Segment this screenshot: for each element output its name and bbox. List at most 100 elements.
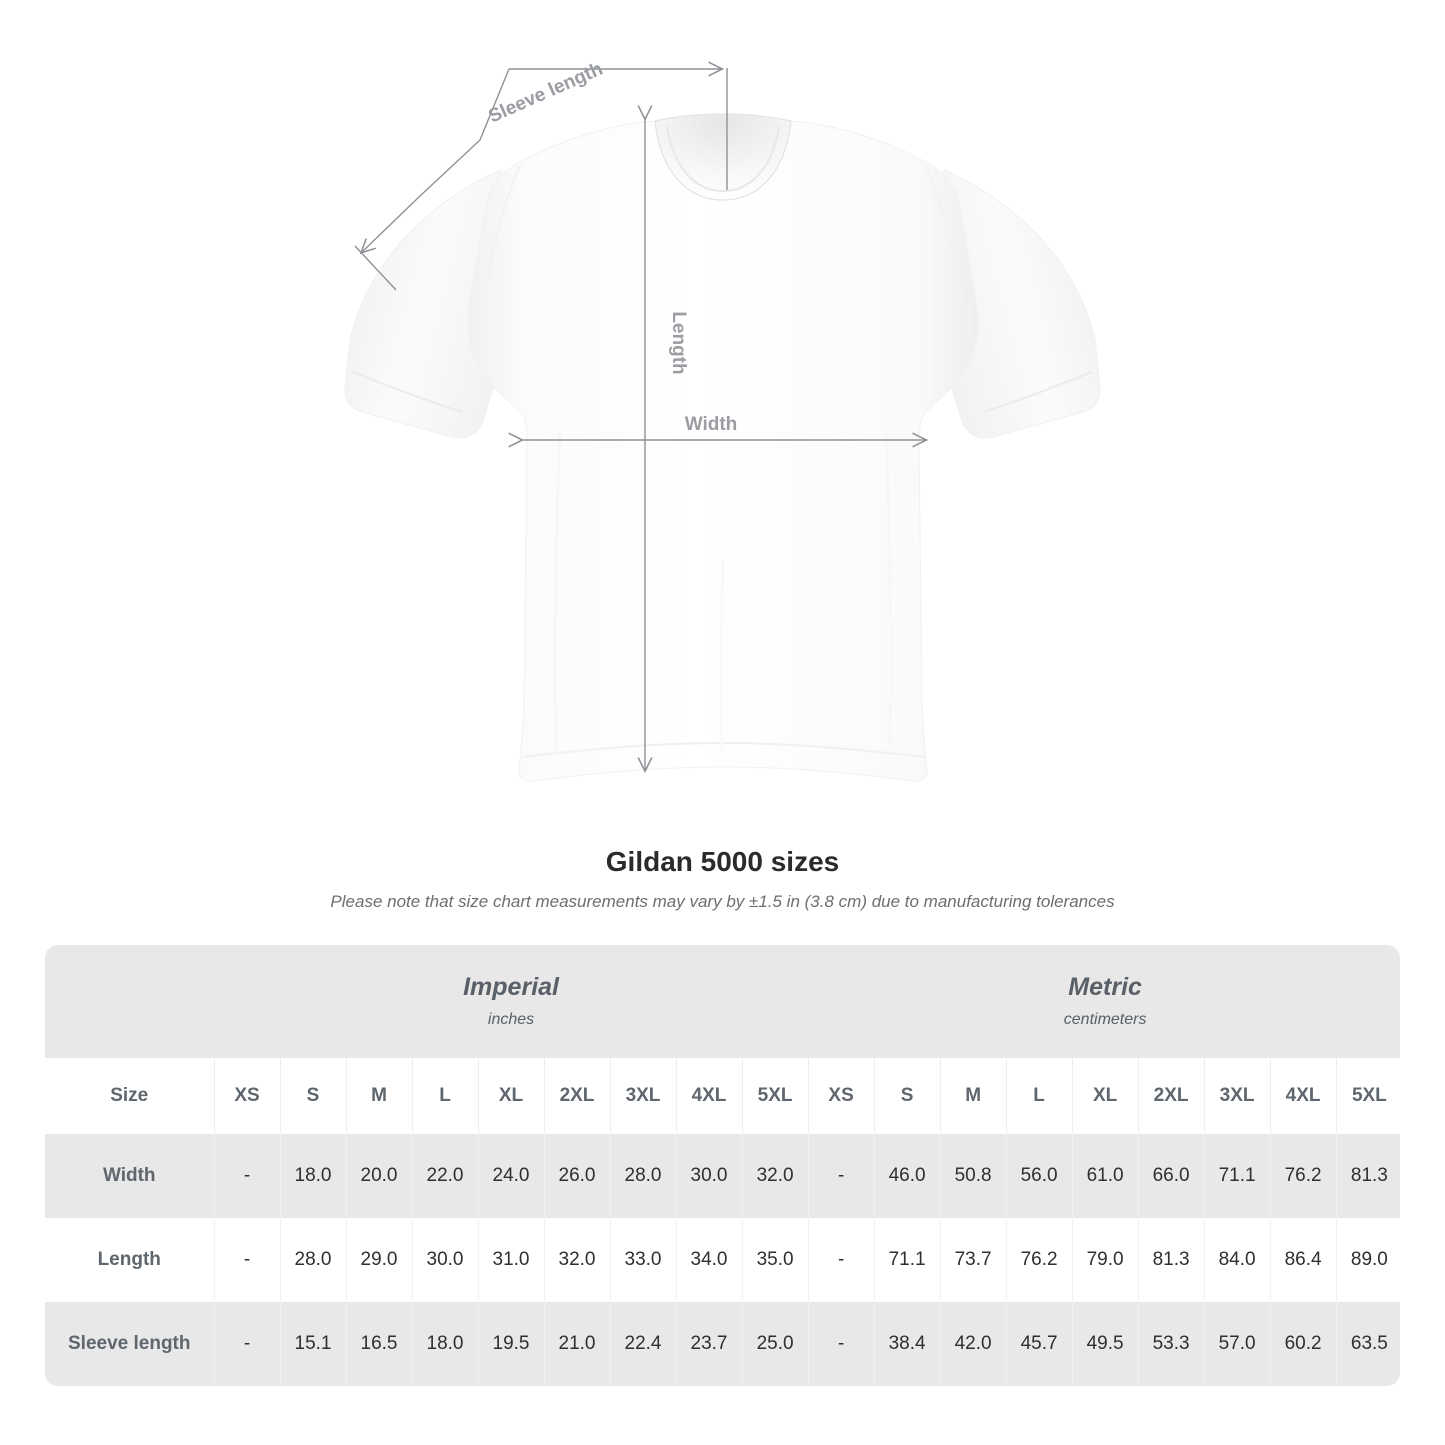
tshirt-silhouette — [344, 113, 1101, 782]
collar-rib — [666, 125, 780, 193]
size-header-row: Size XS S M L XL 2XL 3XL 4XL 5XL XS S M L XL 2XL 3XL 4XL… — [45, 1058, 1400, 1134]
cell-sleeve-length-imperial-xl: 19.5 — [477, 1302, 544, 1386]
fold-right — [884, 429, 893, 751]
cell-sleeve-length-metric-3xl: 57.0 — [1203, 1302, 1271, 1386]
cell-length-imperial-xs: - — [213, 1218, 280, 1302]
cell-sleeve-length-metric-xs: - — [807, 1302, 875, 1386]
unit-group-metric: Metric centimeters — [808, 945, 1400, 1058]
unit-band-row: Imperial inches Metric centimeters — [45, 945, 1400, 1058]
unit-group-metric-sub: centimeters — [1063, 1011, 1147, 1028]
cell-length-metric-xs: - — [807, 1218, 875, 1302]
cell-width-imperial-4xl: 30.0 — [675, 1134, 742, 1218]
cell-width-metric-2xl: 66.0 — [1137, 1134, 1205, 1218]
size-header-cell-imperial-5xl: 5XL — [741, 1058, 809, 1134]
right-shoulder-seam — [925, 165, 963, 301]
fold-left — [553, 429, 562, 751]
cell-width-metric-xl: 61.0 — [1071, 1134, 1139, 1218]
cell-length-imperial-4xl: 34.0 — [675, 1218, 742, 1302]
cell-length-imperial-l: 30.0 — [411, 1218, 478, 1302]
cell-length-metric-l: 76.2 — [1005, 1218, 1073, 1302]
size-header-cell-imperial-s: S — [279, 1058, 346, 1134]
cell-length-imperial-5xl: 35.0 — [741, 1218, 809, 1302]
cell-width-metric-s: 46.0 — [873, 1134, 941, 1218]
page-title: Gildan 5000 sizes — [605, 846, 840, 877]
length-label: Length — [668, 311, 689, 374]
cell-width-metric-m: 50.8 — [939, 1134, 1007, 1218]
cell-sleeve-length-metric-xl: 49.5 — [1071, 1302, 1139, 1386]
right-sleeve — [924, 169, 1101, 439]
cell-width-imperial-xs: - — [213, 1134, 280, 1218]
cell-sleeve-length-imperial-xs: - — [213, 1302, 280, 1386]
sleeve-end-tick — [354, 245, 397, 291]
cell-sleeve-length-imperial-m: 16.5 — [345, 1302, 412, 1386]
cell-width-imperial-2xl: 26.0 — [543, 1134, 610, 1218]
size-header-cell-imperial-3xl: 3XL — [609, 1058, 676, 1134]
left-sleeve — [344, 169, 521, 439]
size-header-cell-metric-l: L — [1005, 1058, 1073, 1134]
heading-block: Gildan 5000 sizes Please note that size … — [0, 845, 1445, 913]
cell-width-metric-5xl: 81.3 — [1335, 1134, 1400, 1218]
cell-length-imperial-3xl: 33.0 — [609, 1218, 676, 1302]
cell-width-imperial-5xl: 32.0 — [741, 1134, 809, 1218]
cell-length-metric-2xl: 81.3 — [1137, 1218, 1205, 1302]
tshirt-diagram: Sleeve length Length Width — [344, 58, 1101, 782]
size-header-cell-metric-3xl: 3XL — [1203, 1058, 1271, 1134]
size-header-cell-imperial-m: M — [345, 1058, 412, 1134]
unit-group-imperial: Imperial inches — [214, 945, 809, 1058]
unit-group-imperial-sub: inches — [487, 1011, 535, 1028]
cell-width-imperial-s: 18.0 — [279, 1134, 346, 1218]
size-header-label: Size — [45, 1058, 214, 1134]
cell-length-metric-m: 73.7 — [939, 1218, 1007, 1302]
cell-sleeve-length-metric-l: 45.7 — [1005, 1302, 1073, 1386]
cell-length-imperial-2xl: 32.0 — [543, 1218, 610, 1302]
size-header-cell-imperial-l: L — [411, 1058, 478, 1134]
cell-sleeve-length-imperial-5xl: 25.0 — [741, 1302, 809, 1386]
unit-group-metric-name: Metric — [1068, 973, 1142, 1001]
table-row: Length -28.0 29.0 30.0 31.0 32.0 33.0 34.0 35.0-… — [45, 1218, 1400, 1302]
size-header-cell-imperial-xl: XL — [477, 1058, 544, 1134]
row-label-width: Width — [45, 1134, 214, 1218]
cell-sleeve-length-imperial-4xl: 23.7 — [675, 1302, 742, 1386]
cell-width-imperial-m: 20.0 — [345, 1134, 412, 1218]
row-label-sleeve-length: Sleeve length — [45, 1302, 214, 1386]
size-header-cell-metric-xl: XL — [1071, 1058, 1139, 1134]
cell-width-metric-l: 56.0 — [1005, 1134, 1073, 1218]
unit-group-imperial-name: Imperial — [463, 973, 559, 1001]
size-chart-table: Imperial inches Metric centimeters Size … — [45, 945, 1400, 1386]
size-header-cell-metric-4xl: 4XL — [1269, 1058, 1337, 1134]
width-label: Width — [685, 414, 738, 435]
size-header-cell-imperial-2xl: 2XL — [543, 1058, 610, 1134]
cell-length-metric-4xl: 86.4 — [1269, 1218, 1337, 1302]
cell-sleeve-length-metric-4xl: 60.2 — [1269, 1302, 1337, 1386]
cell-width-imperial-3xl: 28.0 — [609, 1134, 676, 1218]
table-row: Width -18.0 20.0 22.0 24.0 26.0 28.0 30.0 32.0-4… — [45, 1134, 1400, 1218]
size-header-cell-metric-2xl: 2XL — [1137, 1058, 1205, 1134]
sleeve-arrow-diagonal — [362, 68, 510, 252]
left-shoulder-seam — [483, 165, 521, 301]
cell-length-imperial-s: 28.0 — [279, 1218, 346, 1302]
cell-sleeve-length-metric-2xl: 53.3 — [1137, 1302, 1205, 1386]
cell-width-metric-xs: - — [807, 1134, 875, 1218]
cell-length-metric-3xl: 84.0 — [1203, 1218, 1271, 1302]
size-chart-table-wrapper: Imperial inches Metric centimeters Size … — [45, 945, 1400, 1386]
cell-sleeve-length-imperial-2xl: 21.0 — [543, 1302, 610, 1386]
unit-band-spacer — [45, 945, 214, 1058]
cell-length-imperial-xl: 31.0 — [477, 1218, 544, 1302]
cell-sleeve-length-metric-5xl: 63.5 — [1335, 1302, 1400, 1386]
table-row: Sleeve length -15.1 16.5 18.0 19.5 21.0 22.4 23… — [45, 1302, 1400, 1386]
cell-sleeve-length-imperial-s: 15.1 — [279, 1302, 346, 1386]
size-header-cell-metric-5xl: 5XL — [1335, 1058, 1400, 1134]
tshirt-torso — [467, 120, 979, 782]
cell-length-metric-s: 71.1 — [873, 1218, 941, 1302]
left-sleeve-hem — [352, 371, 463, 413]
cell-width-imperial-xl: 24.0 — [477, 1134, 544, 1218]
cell-length-metric-xl: 79.0 — [1071, 1218, 1139, 1302]
collar — [654, 113, 792, 201]
cell-width-imperial-l: 22.0 — [411, 1134, 478, 1218]
cell-length-metric-5xl: 89.0 — [1335, 1218, 1400, 1302]
tshirt-diagram-svg: Sleeve length Length Width — [344, 58, 1101, 782]
size-header-cell-imperial-xs: XS — [213, 1058, 280, 1134]
cell-sleeve-length-metric-s: 38.4 — [873, 1302, 941, 1386]
cell-sleeve-length-imperial-l: 18.0 — [411, 1302, 478, 1386]
cell-width-metric-3xl: 71.1 — [1203, 1134, 1271, 1218]
